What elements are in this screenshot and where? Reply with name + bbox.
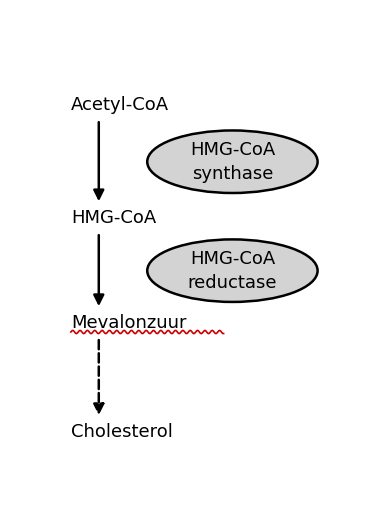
Text: Mevalonzuur: Mevalonzuur xyxy=(71,314,186,332)
Ellipse shape xyxy=(147,239,318,302)
Text: HMG-CoA: HMG-CoA xyxy=(71,209,156,227)
Text: HMG-CoA: HMG-CoA xyxy=(190,140,275,159)
Text: Cholesterol: Cholesterol xyxy=(71,423,173,441)
Ellipse shape xyxy=(147,130,318,193)
Text: Acetyl-CoA: Acetyl-CoA xyxy=(71,96,169,114)
Text: HMG-CoA: HMG-CoA xyxy=(190,249,275,268)
Text: synthase: synthase xyxy=(192,165,273,183)
Text: reductase: reductase xyxy=(188,274,277,292)
